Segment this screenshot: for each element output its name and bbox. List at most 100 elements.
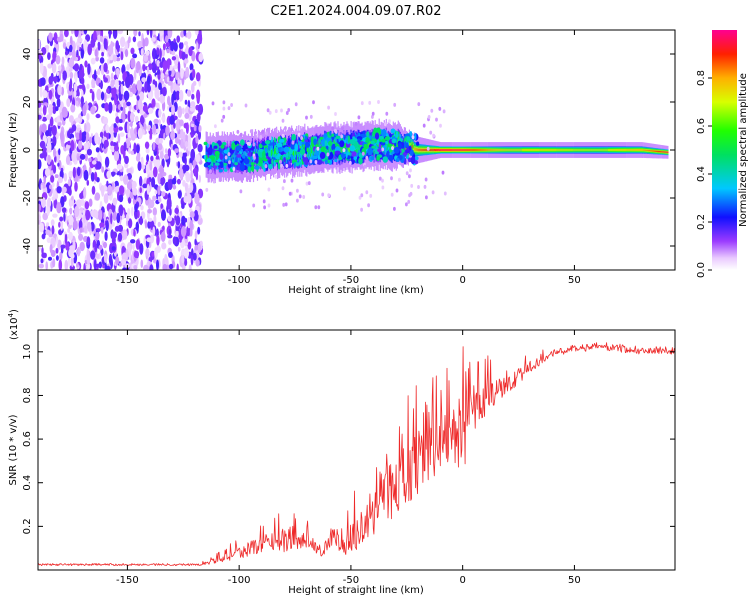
noise-cell	[146, 30, 150, 36]
noise-cell	[194, 244, 199, 251]
noise-cell	[138, 31, 141, 37]
noise-cell	[113, 149, 120, 162]
band-cell	[587, 149, 589, 151]
noise-cell	[126, 219, 129, 227]
band-cell	[422, 148, 425, 152]
band-cell	[393, 143, 395, 149]
noise-cell	[42, 212, 48, 221]
band-cell	[270, 153, 272, 159]
noise-cell	[85, 209, 91, 221]
speckle	[341, 126, 344, 131]
noise-cell	[46, 114, 51, 120]
band-blob	[259, 149, 264, 153]
band-cell	[432, 149, 435, 151]
band-cell	[557, 149, 559, 151]
band-cell	[617, 149, 619, 151]
band-cell	[645, 149, 647, 151]
noise-cell	[160, 203, 164, 209]
band-cell	[595, 149, 598, 151]
band-cell	[459, 149, 461, 151]
noise-cell	[159, 150, 164, 160]
noise-cell	[130, 57, 136, 69]
noise-cell	[105, 220, 109, 232]
band-cell	[542, 149, 544, 151]
band-blob	[231, 142, 236, 151]
band-cell	[574, 149, 576, 151]
noise-cell	[91, 91, 95, 102]
band-cell	[659, 151, 661, 153]
noise-cell	[96, 161, 102, 170]
noise-cell	[146, 84, 151, 93]
band-cell	[634, 149, 636, 151]
band-blob	[291, 133, 297, 141]
noise-cell	[176, 263, 179, 270]
band-cell	[661, 151, 663, 153]
noise-cell	[107, 58, 110, 65]
noise-cell	[52, 213, 58, 218]
band-cell	[361, 142, 363, 149]
band-blob	[381, 129, 387, 137]
noise-cell	[55, 255, 59, 261]
noise-cell	[79, 210, 82, 220]
noise-cell	[195, 259, 200, 267]
band-blob	[339, 140, 345, 148]
noise-cell	[185, 66, 190, 79]
noise-cell	[140, 116, 145, 125]
noise-cell	[184, 258, 188, 267]
band-cell	[446, 149, 448, 151]
band-cell	[257, 150, 260, 156]
band-cell	[273, 151, 275, 158]
band-blob	[406, 136, 411, 141]
noise-cell	[83, 30, 88, 35]
noise-cell	[196, 112, 201, 123]
noise-cell	[141, 77, 147, 83]
noise-cell	[136, 60, 141, 71]
band-cell	[451, 149, 453, 151]
noise-cell	[194, 30, 199, 36]
noise-cell	[43, 229, 47, 236]
noise-cell	[47, 135, 51, 144]
band-blob	[304, 141, 311, 148]
band-cell	[610, 149, 612, 151]
band-cell	[596, 149, 599, 151]
noise-cell	[133, 250, 140, 259]
band-blob	[227, 147, 230, 153]
band-blob	[410, 156, 416, 165]
band-cell	[627, 149, 629, 151]
noise-cell	[187, 133, 191, 145]
band-cell	[633, 149, 635, 151]
noise-cell	[146, 183, 150, 195]
noise-cell	[79, 227, 83, 233]
band-cell	[431, 149, 434, 151]
band-cell	[205, 151, 207, 158]
noise-cell	[137, 40, 143, 49]
noise-cell	[168, 251, 173, 258]
band-cell	[396, 143, 398, 150]
noise-cell	[90, 250, 96, 260]
noise-cell	[55, 247, 59, 254]
band-blob	[363, 143, 368, 150]
noise-cell	[183, 195, 188, 203]
noise-cell	[69, 71, 74, 79]
band-cell	[421, 148, 424, 152]
band-cell	[599, 149, 602, 151]
band-blob	[263, 144, 268, 148]
noise-cell	[145, 248, 150, 257]
band-blob	[347, 135, 351, 144]
noise-cell	[157, 185, 161, 196]
noise-cell	[117, 30, 124, 35]
band-cell	[550, 149, 552, 151]
noise-cell	[51, 62, 57, 74]
band-cell	[568, 149, 570, 151]
band-cell	[504, 149, 506, 151]
noise-cell	[98, 82, 103, 88]
noise-cell	[48, 89, 53, 100]
noise-cell	[153, 158, 158, 168]
band-cell	[517, 149, 519, 151]
band-blob	[389, 133, 392, 138]
band-cell	[272, 148, 274, 155]
noise-cell	[77, 90, 80, 97]
noise-cell	[47, 197, 52, 208]
noise-cell	[84, 225, 87, 233]
noise-cell	[161, 242, 167, 250]
